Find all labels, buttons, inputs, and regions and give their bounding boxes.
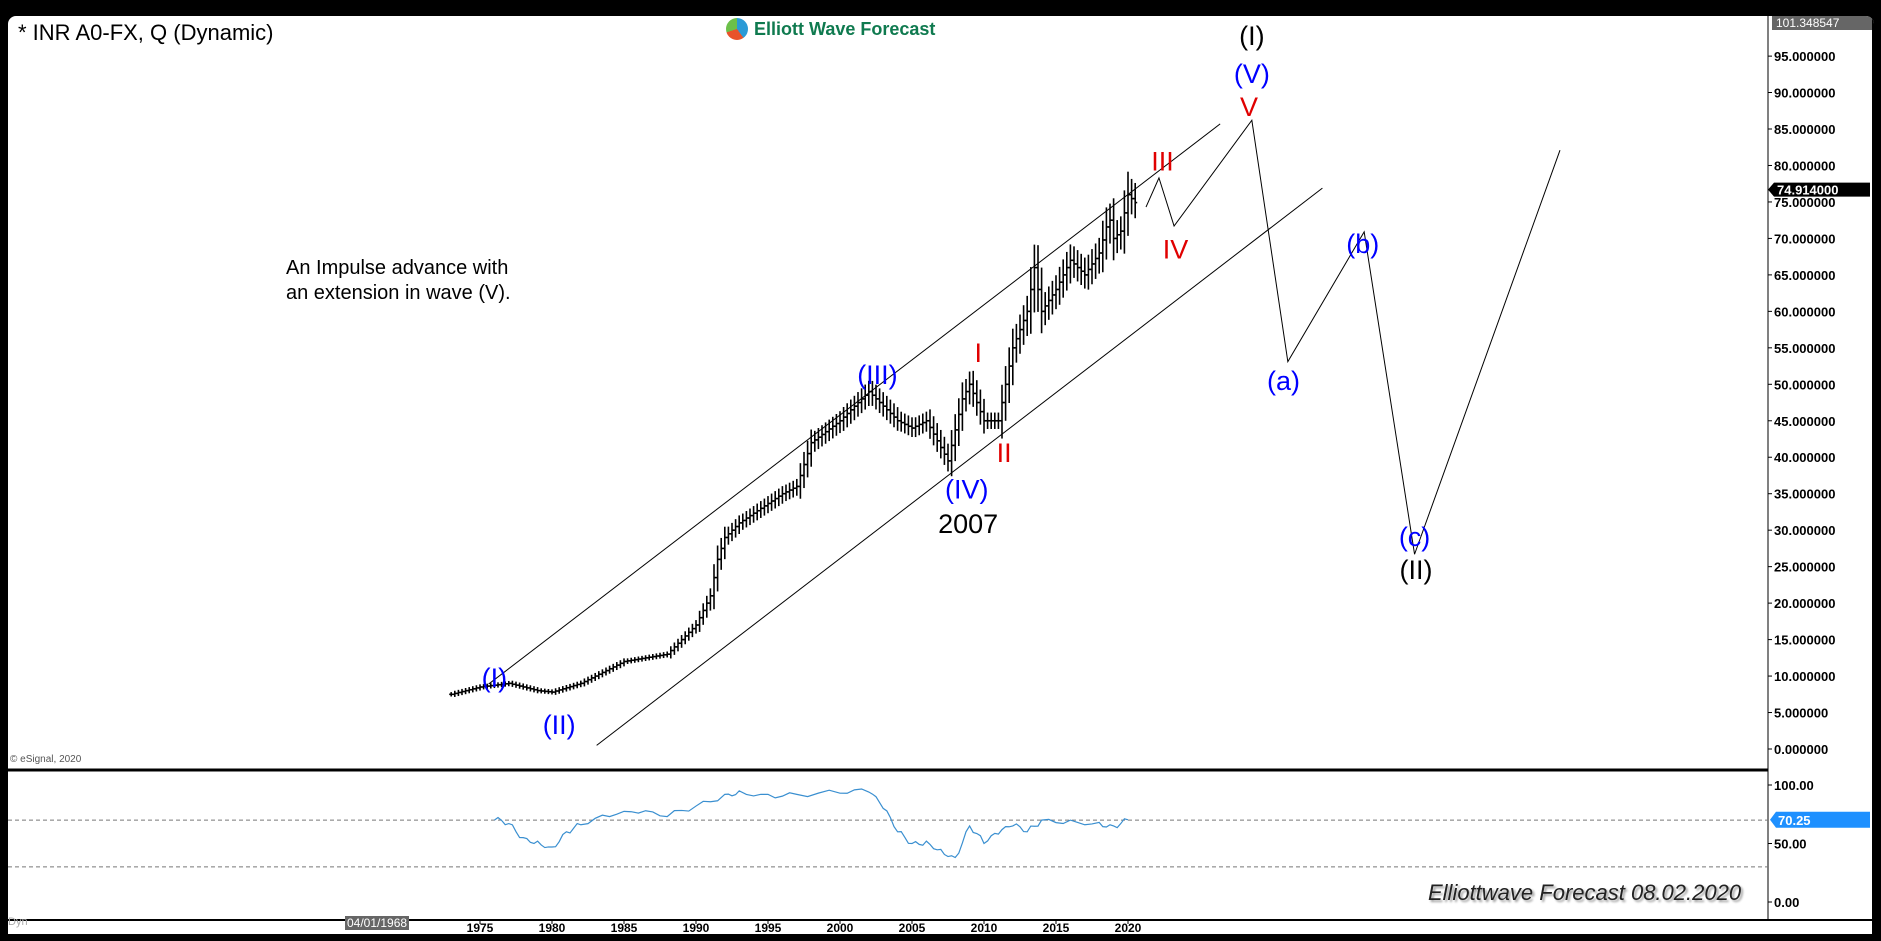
indicator-tick-label: 50.00 [1774,837,1807,852]
y-tick-label: 25.000000 [1774,560,1835,575]
channel-lower-line [596,187,1323,746]
indicator-value-tag [1770,811,1870,828]
annotation-line-1: An Impulse advance with [286,257,509,279]
x-tick-label: 1995 [755,921,782,934]
y-tick-label: 35.000000 [1774,487,1835,502]
y-tick-label: 65.000000 [1774,268,1835,283]
wave-label: 2007 [938,509,998,539]
indicator-tick-label: 100.00 [1774,778,1814,793]
top-label-bg [1772,16,1872,30]
chart-window: 0.000000 5.000000 10.000000 15.000000 20.000… [8,16,1874,934]
logo-text: Elliott Wave Forecast [754,18,936,39]
x-tick-label: 2005 [899,921,926,934]
x-tick-label: 2020 [1115,921,1142,934]
x-tick-label: 1985 [611,921,638,934]
last-price-label: 74.914000 [1777,183,1838,198]
wave-label: II [997,438,1012,468]
signature: Elliottwave Forecast 08.02.2020 [1428,880,1742,905]
y-tick-label: 85.000000 [1774,122,1835,137]
wave-label: (c) [1399,522,1430,552]
y-tick-label: 55.000000 [1774,341,1835,356]
wave-label: (V) [1234,59,1270,89]
y-tick-label: 95.000000 [1774,49,1835,64]
wave-label: V [1240,92,1258,122]
logo-icon [726,18,748,40]
wave-label: (I) [1239,21,1264,51]
x-tick-label: 2010 [971,921,998,934]
x-tick-label: 2015 [1043,921,1070,934]
x-tick-label: 1975 [467,921,494,934]
wave-label: (II) [1400,555,1433,585]
y-tick-label: 70.000000 [1774,231,1835,246]
x-tick-label: 1990 [683,921,710,934]
y-tick-label: 90.000000 [1774,86,1835,101]
y-tick-label: 20.000000 [1774,596,1835,611]
wave-label: IV [1163,235,1189,265]
x-tick-label: 1980 [539,921,566,934]
chart-canvas[interactable]: 0.000000 5.000000 10.000000 15.000000 20.000… [8,16,1874,934]
y-tick-label: 40.000000 [1774,450,1835,465]
cursor-date: 04/01/1968 [345,916,410,930]
channel-upper-line [488,123,1221,685]
y-tick-label: 30.000000 [1774,523,1835,538]
copyright: © eSignal, 2020 [10,754,82,765]
price-bars [449,171,1138,697]
indicator-line [494,788,1129,859]
indicator-tick-label: 0.00 [1774,895,1799,910]
frame-edge [1872,16,1874,934]
projection-path [1145,118,1561,555]
indicator-value-label: 70.25 [1778,813,1811,828]
y-tick-label: 15.000000 [1774,633,1835,648]
last-price-tag [1768,182,1870,197]
dyn-label[interactable]: Dyn [8,916,28,928]
y-tick-label: 10.000000 [1774,669,1835,684]
annotation-text: An Impulse advance with an extension in … [286,256,511,306]
wave-label: I [974,338,982,368]
y-tick-label: 45.000000 [1774,414,1835,429]
logo: Elliott Wave Forecast [726,18,935,40]
y-tick-label: 0.000000 [1774,742,1828,757]
wave-label: (I) [482,663,507,693]
chart-title: * INR A0-FX, Q (Dynamic) [18,20,274,45]
wave-label: (a) [1267,366,1300,396]
wave-label: III [1151,146,1174,176]
wave-label: (III) [857,360,898,390]
wave-label: (II) [543,710,576,740]
wave-label: (IV) [945,475,989,505]
y-tick-label: 75.000000 [1774,195,1835,210]
y-tick-label: 80.000000 [1774,158,1835,173]
top-label: 101.348547 [1776,16,1840,30]
y-tick-label: 5.000000 [1774,706,1828,721]
annotation-line-2: an extension in wave (V). [286,282,511,304]
y-tick-label: 60.000000 [1774,304,1835,319]
x-tick-label: 2000 [827,921,854,934]
y-tick-label: 50.000000 [1774,377,1835,392]
wave-label: (b) [1346,229,1379,259]
